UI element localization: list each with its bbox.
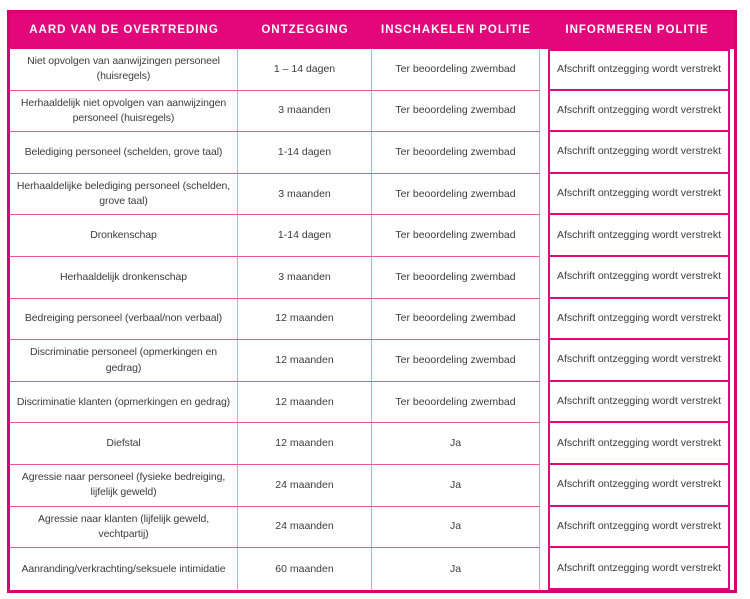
cell-overtreding: Belediging personeel (schelden, grove ta… [10,132,238,174]
cell-overtreding: Agressie naar personeel (fysieke bedreig… [10,465,238,507]
cell-ontzegging: 24 maanden [238,465,372,507]
cell-overtreding: Herhaaldelijk niet opvolgen van aanwijzi… [10,90,238,133]
cell-ontzegging: 12 maanden [238,340,372,382]
highlight-cell: Afschrift ontzegging wordt verstrekt [548,465,730,507]
cell-informeren-politie: Afschrift ontzegging wordt verstrekt [540,298,734,341]
table-row: Discriminatie personeel (opmerkingen en … [10,340,734,382]
table-row: Agressie naar klanten (lijfelijk geweld,… [10,506,734,549]
cell-informeren-politie: Afschrift ontzegging wordt verstrekt [540,132,734,174]
cell-ontzegging: 3 maanden [238,90,372,133]
highlight-cell: Afschrift ontzegging wordt verstrekt [548,90,730,133]
col-header-ontzegging: ONTZEGGING [261,24,349,37]
cell-overtreding: Aanranding/verkrachting/seksuele intimid… [10,548,238,590]
table-header-row: AARD VAN DE OVERTREDING ONTZEGGING INSCH… [10,13,734,49]
cell-inschakelen-politie: Ja [372,465,540,507]
cell-overtreding: Bedreiging personeel (verbaal/non verbaa… [10,298,238,341]
cell-overtreding: Herhaaldelijk dronkenschap [10,257,238,299]
cell-ontzegging: 12 maanden [238,423,372,466]
cell-informeren-politie: Afschrift ontzegging wordt verstrekt [540,90,734,133]
cell-ontzegging: 1-14 dagen [238,132,372,174]
cell-informeren-politie: Afschrift ontzegging wordt verstrekt [540,215,734,258]
cell-overtreding: Discriminatie klanten (opmerkingen en ge… [10,381,238,424]
cell-inschakelen-politie: Ja [372,423,540,466]
table-row: Herhaaldelijke belediging personeel (sch… [10,173,734,216]
cell-ontzegging: 60 maanden [238,548,372,590]
cell-informeren-politie: Afschrift ontzegging wordt verstrekt [540,465,734,507]
highlight-cell: Afschrift ontzegging wordt verstrekt [548,506,730,549]
cell-informeren-politie: Afschrift ontzegging wordt verstrekt [540,548,734,590]
cell-overtreding: Discriminatie personeel (opmerkingen en … [10,340,238,382]
highlight-cell: Afschrift ontzegging wordt verstrekt [548,423,730,466]
highlight-cell: Afschrift ontzegging wordt verstrekt [548,49,730,91]
cell-ontzegging: 1 – 14 dagen [238,49,372,91]
table-row: Dronkenschap 1-14 dagen Ter beoordeling … [10,215,734,258]
cell-ontzegging: 3 maanden [238,173,372,216]
table-row: Discriminatie klanten (opmerkingen en ge… [10,381,734,424]
highlight-cell: Afschrift ontzegging wordt verstrekt [548,173,730,216]
highlight-cell: Afschrift ontzegging wordt verstrekt [548,340,730,382]
cell-ontzegging: 1-14 dagen [238,215,372,258]
highlight-cell: Afschrift ontzegging wordt verstrekt [548,132,730,174]
cell-overtreding: Niet opvolgen van aanwijzingen personeel… [10,49,238,91]
cell-inschakelen-politie: Ter beoordeling zwembad [372,132,540,174]
cell-overtreding: Diefstal [10,423,238,466]
cell-informeren-politie: Afschrift ontzegging wordt verstrekt [540,423,734,466]
cell-inschakelen-politie: Ja [372,548,540,590]
cell-informeren-politie: Afschrift ontzegging wordt verstrekt [540,49,734,91]
table-row: Herhaaldelijk dronkenschap 3 maanden Ter… [10,257,734,299]
cell-ontzegging: 3 maanden [238,257,372,299]
cell-inschakelen-politie: Ter beoordeling zwembad [372,173,540,216]
highlight-cell: Afschrift ontzegging wordt verstrekt [548,381,730,424]
table-row: Diefstal 12 maanden Ja Afschrift ontzegg… [10,423,734,466]
cell-inschakelen-politie: Ter beoordeling zwembad [372,298,540,341]
cell-inschakelen-politie: Ter beoordeling zwembad [372,215,540,258]
cell-inschakelen-politie: Ter beoordeling zwembad [372,49,540,91]
highlight-cell: Afschrift ontzegging wordt verstrekt [548,548,730,590]
sanctions-table: AARD VAN DE OVERTREDING ONTZEGGING INSCH… [7,10,737,593]
cell-overtreding: Herhaaldelijke belediging personeel (sch… [10,173,238,216]
table-row: Herhaaldelijk niet opvolgen van aanwijzi… [10,90,734,133]
highlight-cell: Afschrift ontzegging wordt verstrekt [548,298,730,341]
cell-overtreding: Dronkenschap [10,215,238,258]
table-row: Bedreiging personeel (verbaal/non verbaa… [10,298,734,341]
cell-overtreding: Agressie naar klanten (lijfelijk geweld,… [10,506,238,549]
table-row: Aanranding/verkrachting/seksuele intimid… [10,548,734,590]
cell-ontzegging: 24 maanden [238,506,372,549]
cell-informeren-politie: Afschrift ontzegging wordt verstrekt [540,173,734,216]
cell-inschakelen-politie: Ter beoordeling zwembad [372,340,540,382]
col-header-aard-van-de-overtreding: AARD VAN DE OVERTREDING [29,24,219,37]
col-header-inschakelen-politie: INSCHAKELEN POLITIE [381,24,531,37]
cell-informeren-politie: Afschrift ontzegging wordt verstrekt [540,257,734,299]
cell-inschakelen-politie: Ja [372,506,540,549]
cell-ontzegging: 12 maanden [238,298,372,341]
table-row: Niet opvolgen van aanwijzingen personeel… [10,49,734,91]
table-row: Agressie naar personeel (fysieke bedreig… [10,465,734,507]
highlight-cell: Afschrift ontzegging wordt verstrekt [548,215,730,258]
cell-ontzegging: 12 maanden [238,381,372,424]
col-header-informeren-politie: INFORMEREN POLITIE [565,24,709,37]
cell-inschakelen-politie: Ter beoordeling zwembad [372,257,540,299]
cell-inschakelen-politie: Ter beoordeling zwembad [372,381,540,424]
cell-informeren-politie: Afschrift ontzegging wordt verstrekt [540,506,734,549]
cell-inschakelen-politie: Ter beoordeling zwembad [372,90,540,133]
highlight-cell: Afschrift ontzegging wordt verstrekt [548,257,730,299]
cell-informeren-politie: Afschrift ontzegging wordt verstrekt [540,340,734,382]
cell-informeren-politie: Afschrift ontzegging wordt verstrekt [540,381,734,424]
table-row: Belediging personeel (schelden, grove ta… [10,132,734,174]
table-body: Niet opvolgen van aanwijzingen personeel… [10,49,734,590]
